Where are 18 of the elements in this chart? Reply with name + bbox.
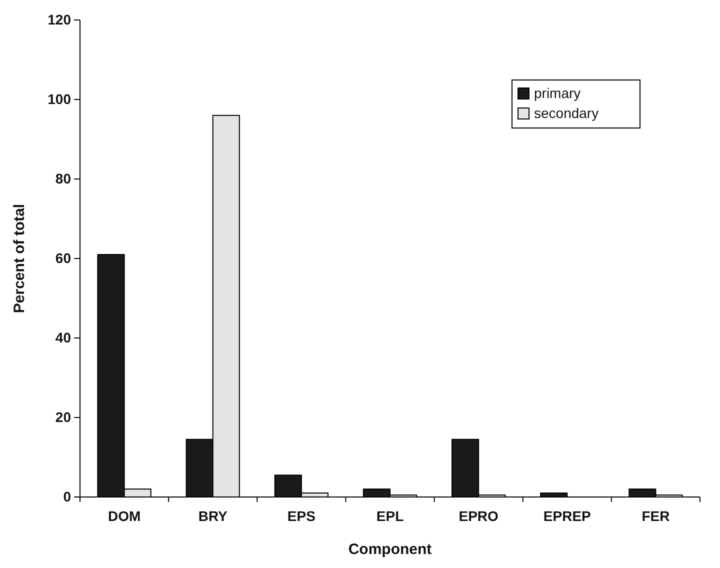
x-tick-label: BRY [198,508,228,524]
x-tick-label: EPS [287,508,316,524]
y-tick-label: 120 [48,11,72,28]
x-tick-label: DOM [108,508,141,524]
y-tick-label: 100 [48,90,72,107]
x-axis-title: Component [348,541,432,558]
y-tick-label: 40 [55,329,72,346]
x-tick-label: EPL [376,508,404,524]
legend-label: secondary [534,105,599,121]
y-tick-label: 60 [55,250,72,266]
y-tick-label: 80 [55,170,72,186]
x-tick-label: EPREP [543,508,591,524]
x-tick-label: EPRO [458,508,499,524]
legend-label: primary [534,85,581,101]
x-tick-label: FER [642,508,670,524]
y-axis-title: Percent of total [11,204,28,314]
y-tick-label: 20 [55,408,72,425]
y-tick-label: 0 [63,488,72,504]
